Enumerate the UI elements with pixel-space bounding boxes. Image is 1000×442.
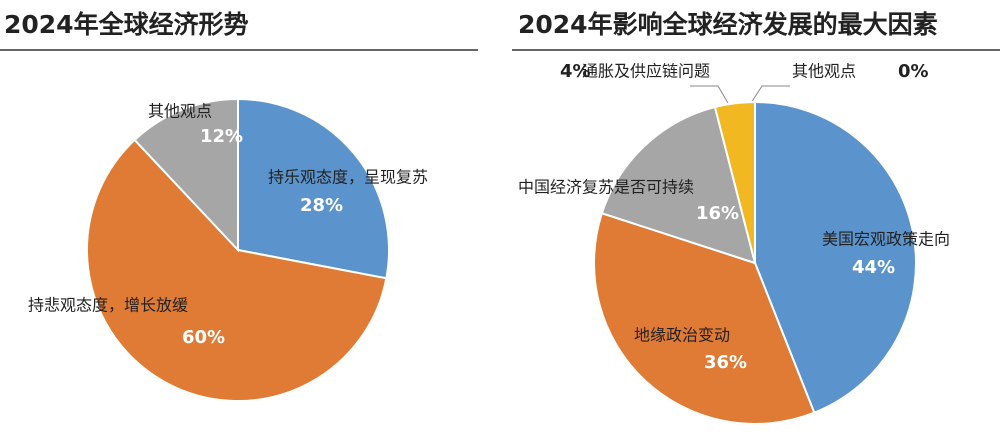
pie-slice: [133, 97, 239, 253]
value-label: 4%: [560, 61, 591, 82]
value-label: 60%: [182, 327, 225, 348]
slice-label: 其他观点: [792, 62, 856, 81]
pie-slice: [754, 100, 917, 414]
leader-line: [690, 85, 729, 104]
value-label: 12%: [200, 126, 243, 147]
slice-label: 美国宏观政策走向: [822, 230, 950, 249]
pie-slice: [86, 138, 388, 402]
value-label: 44%: [852, 257, 895, 278]
value-label: 0%: [898, 61, 929, 82]
leader-line: [750, 85, 790, 104]
slice-label: 持乐观态度，呈现复苏: [268, 168, 428, 187]
slice-label: 其他观点: [148, 102, 212, 121]
value-label: 36%: [704, 352, 747, 373]
slice-label: 持悲观态度，增长放缓: [28, 296, 188, 315]
pie-slice: [593, 211, 816, 425]
pie-slice: [237, 97, 390, 280]
value-label: 28%: [300, 195, 343, 216]
slice-label: 地缘政治变动: [634, 326, 730, 345]
chart-title: 2024年影响全球经济发展的最大因素: [518, 10, 938, 39]
value-label: 16%: [696, 203, 739, 224]
slice-label: 中国经济复苏是否可持续: [518, 178, 694, 197]
pie-slice: [600, 105, 757, 265]
slice-label: 通胀及供应链问题: [582, 62, 710, 81]
chart-title: 2024年全球经济形势: [4, 10, 249, 39]
